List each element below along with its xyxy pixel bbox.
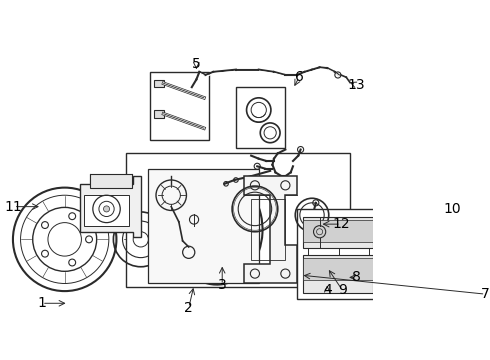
Bar: [236, 87, 285, 148]
Bar: [154, 80, 164, 87]
Polygon shape: [80, 176, 141, 237]
Bar: [84, 195, 129, 226]
Polygon shape: [148, 168, 259, 283]
Text: 1: 1: [37, 296, 46, 310]
Text: 6: 6: [294, 70, 303, 84]
Bar: [150, 72, 209, 140]
Bar: [303, 220, 373, 242]
Text: 10: 10: [443, 202, 461, 216]
Text: 2: 2: [184, 301, 193, 315]
Text: 4: 4: [323, 283, 332, 297]
Text: 5: 5: [192, 57, 201, 71]
Polygon shape: [303, 216, 373, 248]
Text: 7: 7: [481, 287, 490, 301]
Text: 11: 11: [5, 200, 23, 213]
Bar: [154, 110, 164, 118]
Polygon shape: [303, 255, 373, 293]
Text: 13: 13: [347, 78, 365, 92]
Bar: [90, 174, 132, 188]
Text: 8: 8: [352, 270, 361, 284]
Polygon shape: [125, 153, 350, 287]
Text: 9: 9: [338, 283, 347, 297]
Polygon shape: [244, 176, 297, 283]
Bar: [303, 258, 373, 280]
Bar: [251, 199, 285, 260]
Text: 12: 12: [332, 217, 350, 231]
Circle shape: [103, 206, 110, 212]
Bar: [297, 209, 379, 299]
Text: 3: 3: [218, 278, 226, 292]
